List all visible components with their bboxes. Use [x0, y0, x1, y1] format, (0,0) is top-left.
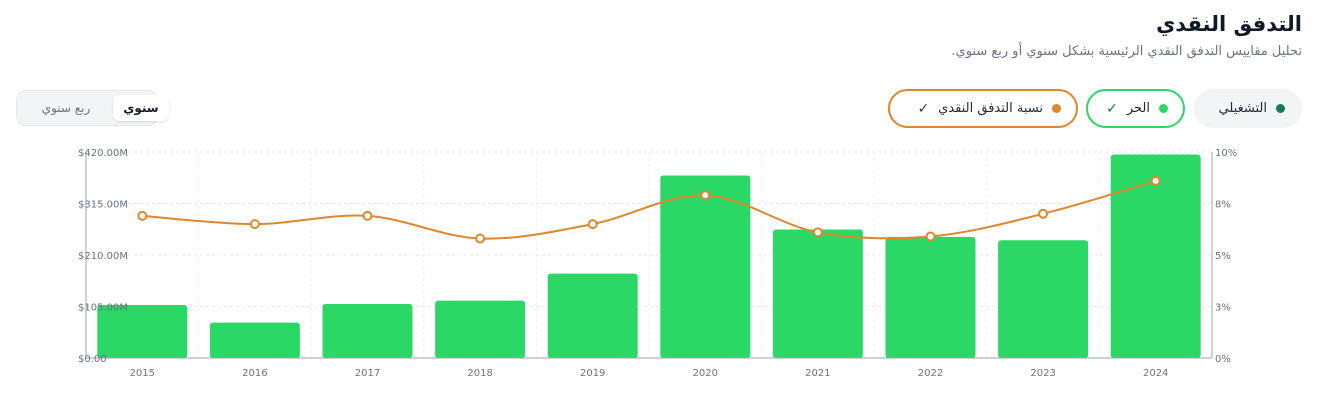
filter-operating-label: التشغيلي: [1218, 101, 1267, 116]
ratio-point-2017: [362, 210, 373, 221]
x-tick-label: 2020: [693, 368, 718, 379]
free-color-dot: [1159, 104, 1168, 113]
ratio-point-2019: [587, 219, 598, 230]
check-icon: ✓: [1106, 100, 1118, 117]
filter-free-label: الحر: [1126, 101, 1150, 116]
y-left-tick-label: $105.00M: [78, 303, 128, 314]
filter-ratio-button[interactable]: نسبة التدفق النقدي ✓: [888, 89, 1078, 128]
ratio-point-2021: [812, 227, 823, 238]
cash-flow-chart: $0.00 $105.00M $210.00M $315.00M $420.00M 0% 3…: [78, 148, 1237, 379]
x-tick-label: 2015: [130, 368, 155, 379]
y-left-tick-label: $420.00M: [78, 148, 128, 159]
ratio-color-dot: [1052, 104, 1061, 113]
filter-ratio-label: نسبة التدفق النقدي: [938, 101, 1043, 116]
x-tick-label: 2024: [1143, 368, 1168, 379]
x-tick-label: 2018: [467, 368, 492, 379]
ratio-point-2024: [1150, 175, 1161, 186]
y-right-tick-label: 3%: [1215, 303, 1231, 314]
y-right-tick-label: 5%: [1215, 251, 1231, 262]
x-tick-label: 2019: [580, 368, 605, 379]
x-tick-label: 2022: [918, 368, 943, 379]
y-left-tick-label: $0.00: [78, 354, 107, 365]
y-right-tick-label: 8%: [1215, 200, 1231, 211]
ratio-point-2020: [700, 190, 711, 201]
y-left-tick-label: $315.00M: [78, 200, 128, 211]
bar-2024: [1110, 154, 1201, 358]
bar-2017: [322, 304, 413, 358]
ratio-point-2023: [1038, 208, 1049, 219]
page-subtitle: تحليل مقاييس التدفق النقدي الرئيسية بشكل…: [951, 44, 1302, 59]
operating-color-dot: [1276, 104, 1285, 113]
check-icon: ✓: [917, 100, 930, 117]
ratio-point-2016: [249, 219, 260, 230]
ratio-point-2018: [475, 233, 486, 244]
annual-option[interactable]: سنوي: [113, 95, 169, 121]
x-tick-label: 2023: [1030, 368, 1055, 379]
bar-2019: [547, 273, 638, 358]
bar-2018: [435, 300, 526, 358]
ratio-point-2015: [137, 210, 148, 221]
ratio-line: [142, 179, 1156, 240]
x-tick-label: 2021: [805, 368, 830, 379]
bar-2020: [660, 175, 751, 358]
x-tick-label: 2017: [355, 368, 380, 379]
period-toggle: ربع سنوي سنوي: [16, 90, 169, 126]
ratio-point-2022: [925, 231, 936, 242]
y-left-tick-label: $210.00M: [78, 251, 128, 262]
y-right-tick-label: 0%: [1215, 354, 1231, 365]
bar-2015: [97, 305, 188, 358]
bar-2023: [998, 240, 1089, 358]
bar-2022: [885, 236, 976, 358]
x-tick-label: 2016: [242, 368, 267, 379]
quarterly-option[interactable]: ربع سنوي: [41, 101, 91, 115]
bar-2021: [772, 229, 863, 358]
filter-free-button[interactable]: الحر ✓: [1086, 89, 1185, 128]
y-right-tick-label: 10%: [1215, 148, 1237, 159]
page-title: التدفق النقدي: [1156, 12, 1302, 36]
filter-operating-button[interactable]: التشغيلي: [1194, 89, 1302, 128]
bar-2016: [209, 322, 300, 358]
